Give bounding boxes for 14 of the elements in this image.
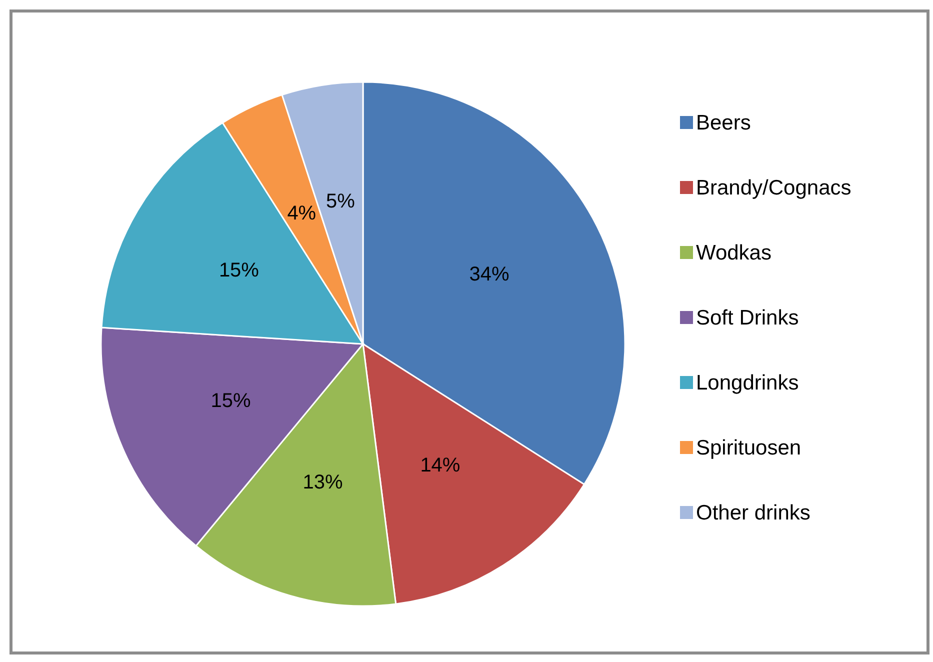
legend-label: Other drinks (696, 502, 810, 524)
data-label: 14% (420, 454, 460, 477)
legend-label: Wodkas (696, 242, 772, 264)
data-label: 34% (469, 264, 510, 286)
data-label: 5% (326, 190, 356, 213)
data-label: 4% (287, 202, 316, 225)
legend-label: Soft Drinks (696, 306, 799, 330)
legend-label: Spirituosen (696, 436, 802, 460)
legend-label: Brandy/Cognacs (696, 176, 852, 200)
legend-label: Longdrinks (696, 372, 799, 394)
data-label: 15% (210, 390, 251, 412)
legend-label: Beers (696, 112, 751, 134)
data-label: 13% (302, 471, 344, 494)
data-label: 15% (218, 260, 260, 282)
